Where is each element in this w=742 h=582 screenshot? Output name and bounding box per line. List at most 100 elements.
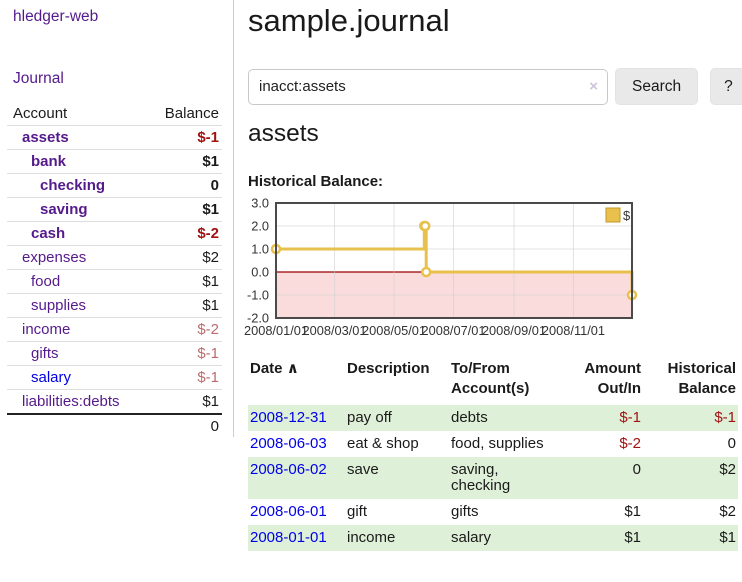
account-balance: $-2 [148, 221, 222, 246]
y-tick-label: 1.0 [251, 242, 269, 257]
account-link[interactable]: expenses [22, 249, 87, 266]
transaction-accounts: gifts [451, 503, 479, 520]
account-row: food $1 [7, 269, 222, 294]
accounts-total-row: 0 [7, 413, 222, 438]
page-title: sample.journal [248, 3, 450, 38]
transaction-amount: $-1 [619, 409, 641, 426]
balance-column-header: Balance [164, 105, 219, 122]
transaction-description: gift [347, 503, 368, 520]
balance-header-line2: Balance [678, 380, 736, 397]
account-link[interactable]: bank [31, 153, 67, 170]
transaction-amount: $-2 [619, 435, 641, 452]
account-balance: $1 [148, 293, 222, 318]
account-balance: $-2 [148, 317, 222, 342]
chart-border [275, 202, 633, 319]
transaction-balance: 0 [727, 435, 736, 452]
transaction-date-link[interactable]: 2008-12-31 [250, 409, 327, 426]
account-row: gifts $-1 [7, 341, 222, 366]
register-table: Date ∧ Description To/From Account(s) Am… [248, 357, 738, 551]
account-balance: $1 [148, 389, 222, 414]
transaction-balance: $2 [719, 461, 736, 478]
register-header-row: Date ∧ Description To/From Account(s) Am… [248, 357, 738, 405]
account-row: saving $1 [7, 197, 222, 222]
amount-header-line1: Amount [584, 360, 641, 377]
search-input[interactable] [248, 68, 608, 105]
search-form: × Search ? [248, 68, 742, 105]
chart-marker [420, 266, 432, 278]
help-button[interactable]: ? [710, 68, 742, 105]
transaction-date-link[interactable]: 2008-06-02 [250, 461, 327, 478]
transaction-accounts: debts [451, 409, 488, 426]
account-link[interactable]: checking [40, 177, 106, 194]
description-column-header: Description [345, 357, 449, 405]
accounts-total-spacer [7, 413, 149, 438]
account-row: salary $-1 [7, 365, 222, 390]
sidebar-item-journal[interactable]: Journal [13, 70, 64, 87]
account-balance: $1 [148, 269, 222, 294]
transaction-amount: 0 [632, 461, 641, 478]
transaction-balance: $2 [719, 503, 736, 520]
account-link[interactable]: gifts [31, 345, 59, 362]
accounts-table-header-row: Account Balance [7, 102, 222, 126]
transaction-balance: $1 [719, 529, 736, 546]
main-content: sample.journal × Search ? assets Histori… [244, 0, 742, 582]
account-link[interactable]: supplies [31, 297, 87, 314]
account-link[interactable]: assets [22, 129, 69, 146]
account-balance: $1 [148, 197, 222, 222]
transaction-balance: $-1 [714, 409, 736, 426]
balance-column-header-register: Historical Balance [643, 357, 738, 405]
tofrom-column-header: To/From Account(s) [449, 357, 555, 405]
amount-header-line2: Out/In [597, 380, 641, 397]
y-tick-label: -2.0 [247, 311, 269, 326]
register-row: 2008-06-03 eat & shop food, supplies $-2 0 [248, 431, 738, 457]
account-link[interactable]: liabilities:debts [22, 393, 120, 410]
amount-column-header: Amount Out/In [555, 357, 643, 405]
clear-search-icon[interactable]: × [589, 77, 598, 95]
chart-title-label: Historical Balance: [248, 173, 384, 190]
search-button[interactable]: Search [615, 68, 699, 105]
transaction-description: income [347, 529, 396, 546]
transaction-accounts: saving, checking [451, 461, 511, 494]
account-balance: 0 [148, 173, 222, 198]
account-link[interactable]: income [22, 321, 71, 338]
account-row: assets $-1 [7, 125, 222, 150]
balance-chart: 2008/01/012008/03/012008/05/012008/07/01… [244, 196, 638, 338]
account-row: checking 0 [7, 173, 222, 198]
transaction-amount: $1 [624, 529, 641, 546]
accounts-table: Account Balance assets $-1 bank $1 checking 0… [7, 102, 222, 438]
chart-legend-swatch [605, 207, 621, 223]
balance-header-line1: Historical [667, 360, 736, 377]
account-link[interactable]: cash [31, 225, 66, 242]
search-input-wrap: × [248, 68, 608, 105]
account-balance: $-1 [148, 341, 222, 366]
tofrom-header-line2: Account(s) [451, 380, 530, 397]
date-header-label: Date [250, 360, 283, 377]
transaction-date-link[interactable]: 2008-01-01 [250, 529, 327, 546]
account-balance: $-1 [148, 125, 222, 150]
y-tick-label: -1.0 [247, 288, 269, 303]
transaction-description: pay off [347, 409, 392, 426]
register-row: 2008-12-31 pay off debts $-1 $-1 [248, 405, 738, 431]
account-link[interactable]: saving [40, 201, 88, 218]
transaction-accounts: food, supplies [451, 435, 544, 452]
transaction-amount: $1 [624, 503, 641, 520]
transaction-date-link[interactable]: 2008-06-01 [250, 503, 327, 520]
sort-asc-icon: ∧ [286, 360, 299, 377]
x-tick-label: 2008/01/01 [244, 323, 308, 338]
account-row: bank $1 [7, 149, 222, 174]
y-tick-label: 0.0 [251, 265, 269, 280]
transaction-date-link[interactable]: 2008-06-03 [250, 435, 327, 452]
chart-legend-label: $ [623, 208, 631, 223]
account-row: income $-2 [7, 317, 222, 342]
app-brand-link[interactable]: hledger-web [13, 8, 99, 25]
account-link[interactable]: food [31, 273, 61, 290]
chart-marker [419, 220, 431, 232]
account-balance: $1 [148, 149, 222, 174]
account-row: supplies $1 [7, 293, 222, 318]
register-row: 2008-06-02 save saving, checking 0 $2 [248, 457, 738, 499]
account-link[interactable]: salary [31, 369, 72, 386]
transaction-description: eat & shop [347, 435, 419, 452]
account-heading: assets [248, 120, 319, 147]
date-column-header[interactable]: Date ∧ [248, 357, 345, 405]
account-balance: $-1 [148, 365, 222, 390]
